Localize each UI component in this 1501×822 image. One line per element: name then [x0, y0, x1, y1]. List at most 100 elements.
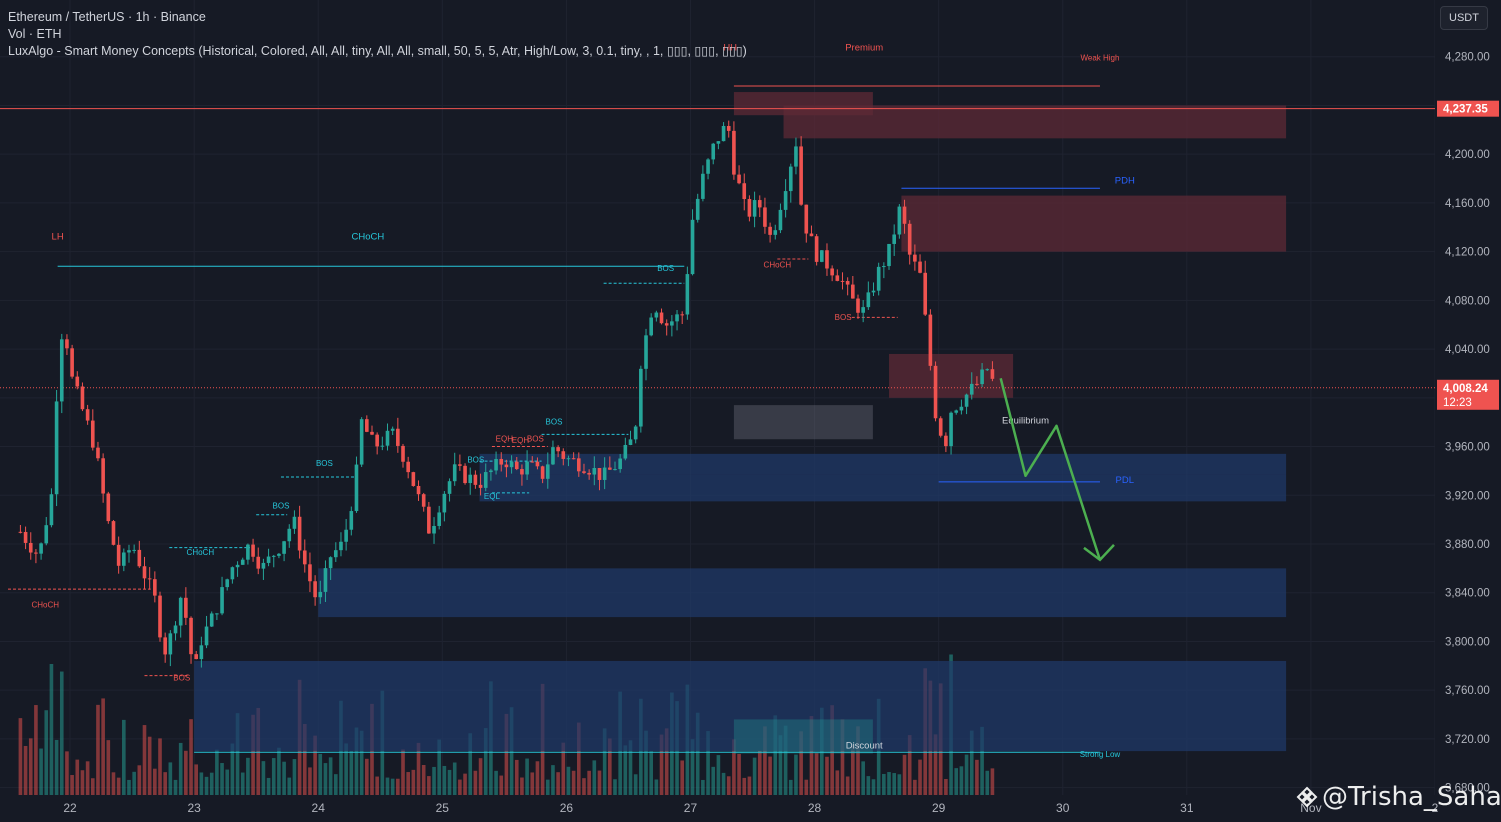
candle-body — [887, 243, 891, 267]
candle-body — [96, 447, 100, 459]
smc-label: Weak High — [1080, 53, 1119, 62]
volume-bar — [349, 751, 354, 795]
volume-bar — [819, 707, 824, 795]
volume-bar — [287, 777, 292, 795]
volume-bar — [282, 761, 286, 795]
symbol-title[interactable]: Ethereum / TetherUS · 1h · Binance — [8, 10, 206, 24]
volume-bar — [96, 704, 100, 795]
volume-bar — [452, 762, 457, 795]
candle-body — [323, 568, 328, 592]
candle-body — [266, 556, 271, 563]
volume-bar — [592, 760, 597, 795]
volume-bar — [504, 713, 509, 795]
volume-bar — [752, 757, 757, 795]
volume-bar — [390, 778, 395, 795]
candle-body — [18, 531, 23, 533]
candle-body — [732, 130, 736, 175]
candle-body — [452, 464, 457, 482]
time-axis-bg — [0, 797, 1435, 822]
candle-body — [168, 633, 173, 655]
candle-body — [825, 250, 829, 269]
candle-body — [576, 458, 581, 472]
smc-label: BOS — [316, 459, 333, 468]
volume-bar — [142, 725, 147, 795]
candle-body — [447, 481, 452, 494]
candle-body — [892, 234, 896, 244]
volume-bar — [468, 733, 473, 795]
candle-body — [380, 445, 385, 447]
volume-indicator-label[interactable]: Vol · ETH — [8, 27, 62, 41]
candle-body — [80, 386, 85, 410]
candle-body — [101, 458, 105, 494]
volume-bar — [168, 762, 173, 795]
volume-bar — [80, 770, 85, 795]
smc-label: BOS — [173, 673, 190, 682]
volume-bar — [54, 739, 59, 795]
time-tick-label: 23 — [187, 801, 201, 815]
candle-body — [28, 542, 33, 553]
volume-bar — [302, 723, 307, 795]
candle-body — [763, 207, 767, 227]
price-countdown-label: 12:23 — [1443, 397, 1472, 409]
candle-body — [654, 312, 659, 318]
candle-body — [297, 516, 302, 551]
time-tick-label: 26 — [560, 801, 574, 815]
candle-body — [975, 383, 979, 385]
candle-body — [184, 597, 188, 618]
candle-body — [716, 141, 721, 144]
volume-bar — [783, 725, 788, 795]
volume-bar — [530, 772, 535, 795]
price-axis[interactable]: 4,280.004,240.004,200.004,160.004,120.00… — [1435, 0, 1501, 822]
supply-zone — [889, 353, 1014, 398]
candle-body — [468, 474, 473, 484]
volume-bar — [763, 726, 767, 795]
time-tick-label: 28 — [808, 801, 822, 815]
candle-body — [478, 484, 483, 488]
candle-body — [354, 464, 359, 512]
volume-bar — [421, 764, 426, 795]
candle-body — [75, 376, 80, 387]
candle-body — [685, 274, 690, 315]
volume-bar — [396, 778, 400, 795]
demand-zone — [479, 453, 1287, 475]
candle-body — [675, 314, 679, 322]
volume-bar — [840, 719, 845, 795]
volume-bar — [75, 759, 80, 795]
time-axis[interactable]: 22 23 24 25 26 27 28 29 30 31 Nov 2 — [0, 797, 1439, 822]
candle-body — [204, 626, 209, 646]
candle-body — [246, 544, 250, 560]
candle-body — [768, 226, 772, 235]
volume-bar — [628, 740, 633, 795]
candle-body — [333, 550, 338, 558]
candle-body — [302, 550, 307, 565]
projection-arrowhead — [1083, 543, 1115, 562]
candle-body — [215, 613, 219, 615]
candle-body — [256, 556, 261, 569]
currency-button[interactable]: USDT — [1440, 6, 1488, 30]
volume-bar — [545, 779, 550, 795]
volume-bar — [918, 759, 922, 795]
candle-body — [933, 365, 938, 419]
candle-body — [328, 557, 333, 569]
indicator-label[interactable]: LuxAlgo - Smart Money Concepts (Historic… — [8, 44, 747, 58]
time-tick-label: 31 — [1180, 801, 1194, 815]
candle-body — [271, 555, 276, 557]
candle-body — [225, 579, 230, 588]
demand-zone — [194, 660, 1287, 752]
candle-body — [287, 528, 292, 542]
volume-bar — [623, 745, 628, 795]
candle-body — [726, 125, 731, 131]
candle-body — [851, 284, 855, 299]
price-tick-label: 3,800.00 — [1445, 636, 1490, 648]
candle-body — [649, 317, 653, 336]
volume-bar — [964, 754, 969, 795]
candle-body — [432, 525, 436, 534]
chart-legend: Ethereum / TetherUS · 1h · Binance Vol ·… — [8, 9, 747, 60]
watermark-handle: @Trisha_Saha — [1322, 782, 1501, 812]
demand-zone — [318, 568, 1287, 618]
smc-label: Strong Low — [1080, 750, 1121, 759]
volume-bar — [768, 756, 772, 795]
structure-lines — [0, 85, 1435, 753]
volume-bar — [985, 770, 990, 795]
